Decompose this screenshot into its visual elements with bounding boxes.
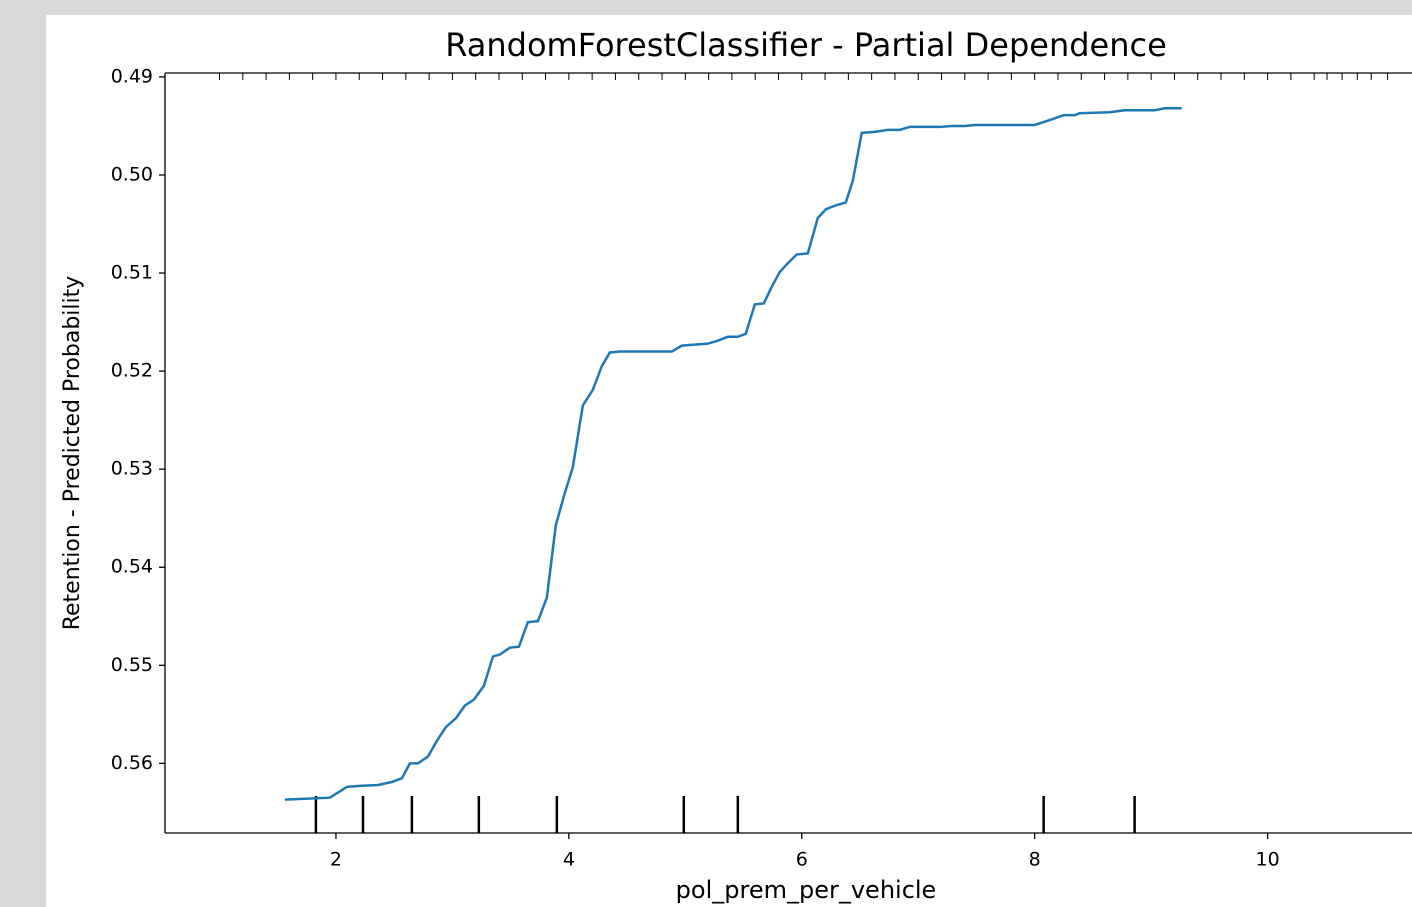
x-tick-label: 8 [1029,849,1041,871]
chart-title: RandomForestClassifier - Partial Depende… [445,26,1167,64]
x-tick-label: 6 [796,849,808,871]
y-tick-label: 0.49 [111,65,153,87]
y-tick-label: 0.53 [111,458,153,480]
x-tick-label: 10 [1256,849,1280,871]
x-tick-label: 2 [330,849,342,871]
y-tick-label: 0.55 [111,654,153,676]
y-axis-label: Retention - Predicted Probability [60,276,85,631]
x-axis-label: pol_prem_per_vehicle [676,876,937,904]
y-tick-label: 0.56 [111,752,153,774]
y-tick-label: 0.51 [111,262,153,284]
y-tick-label: 0.52 [111,360,153,382]
y-tick-label: 0.50 [111,163,153,185]
figure-panel [46,15,1412,907]
y-tick-label: 0.54 [111,556,153,578]
x-tick-label: 4 [563,849,575,871]
pd-line [284,107,1182,801]
